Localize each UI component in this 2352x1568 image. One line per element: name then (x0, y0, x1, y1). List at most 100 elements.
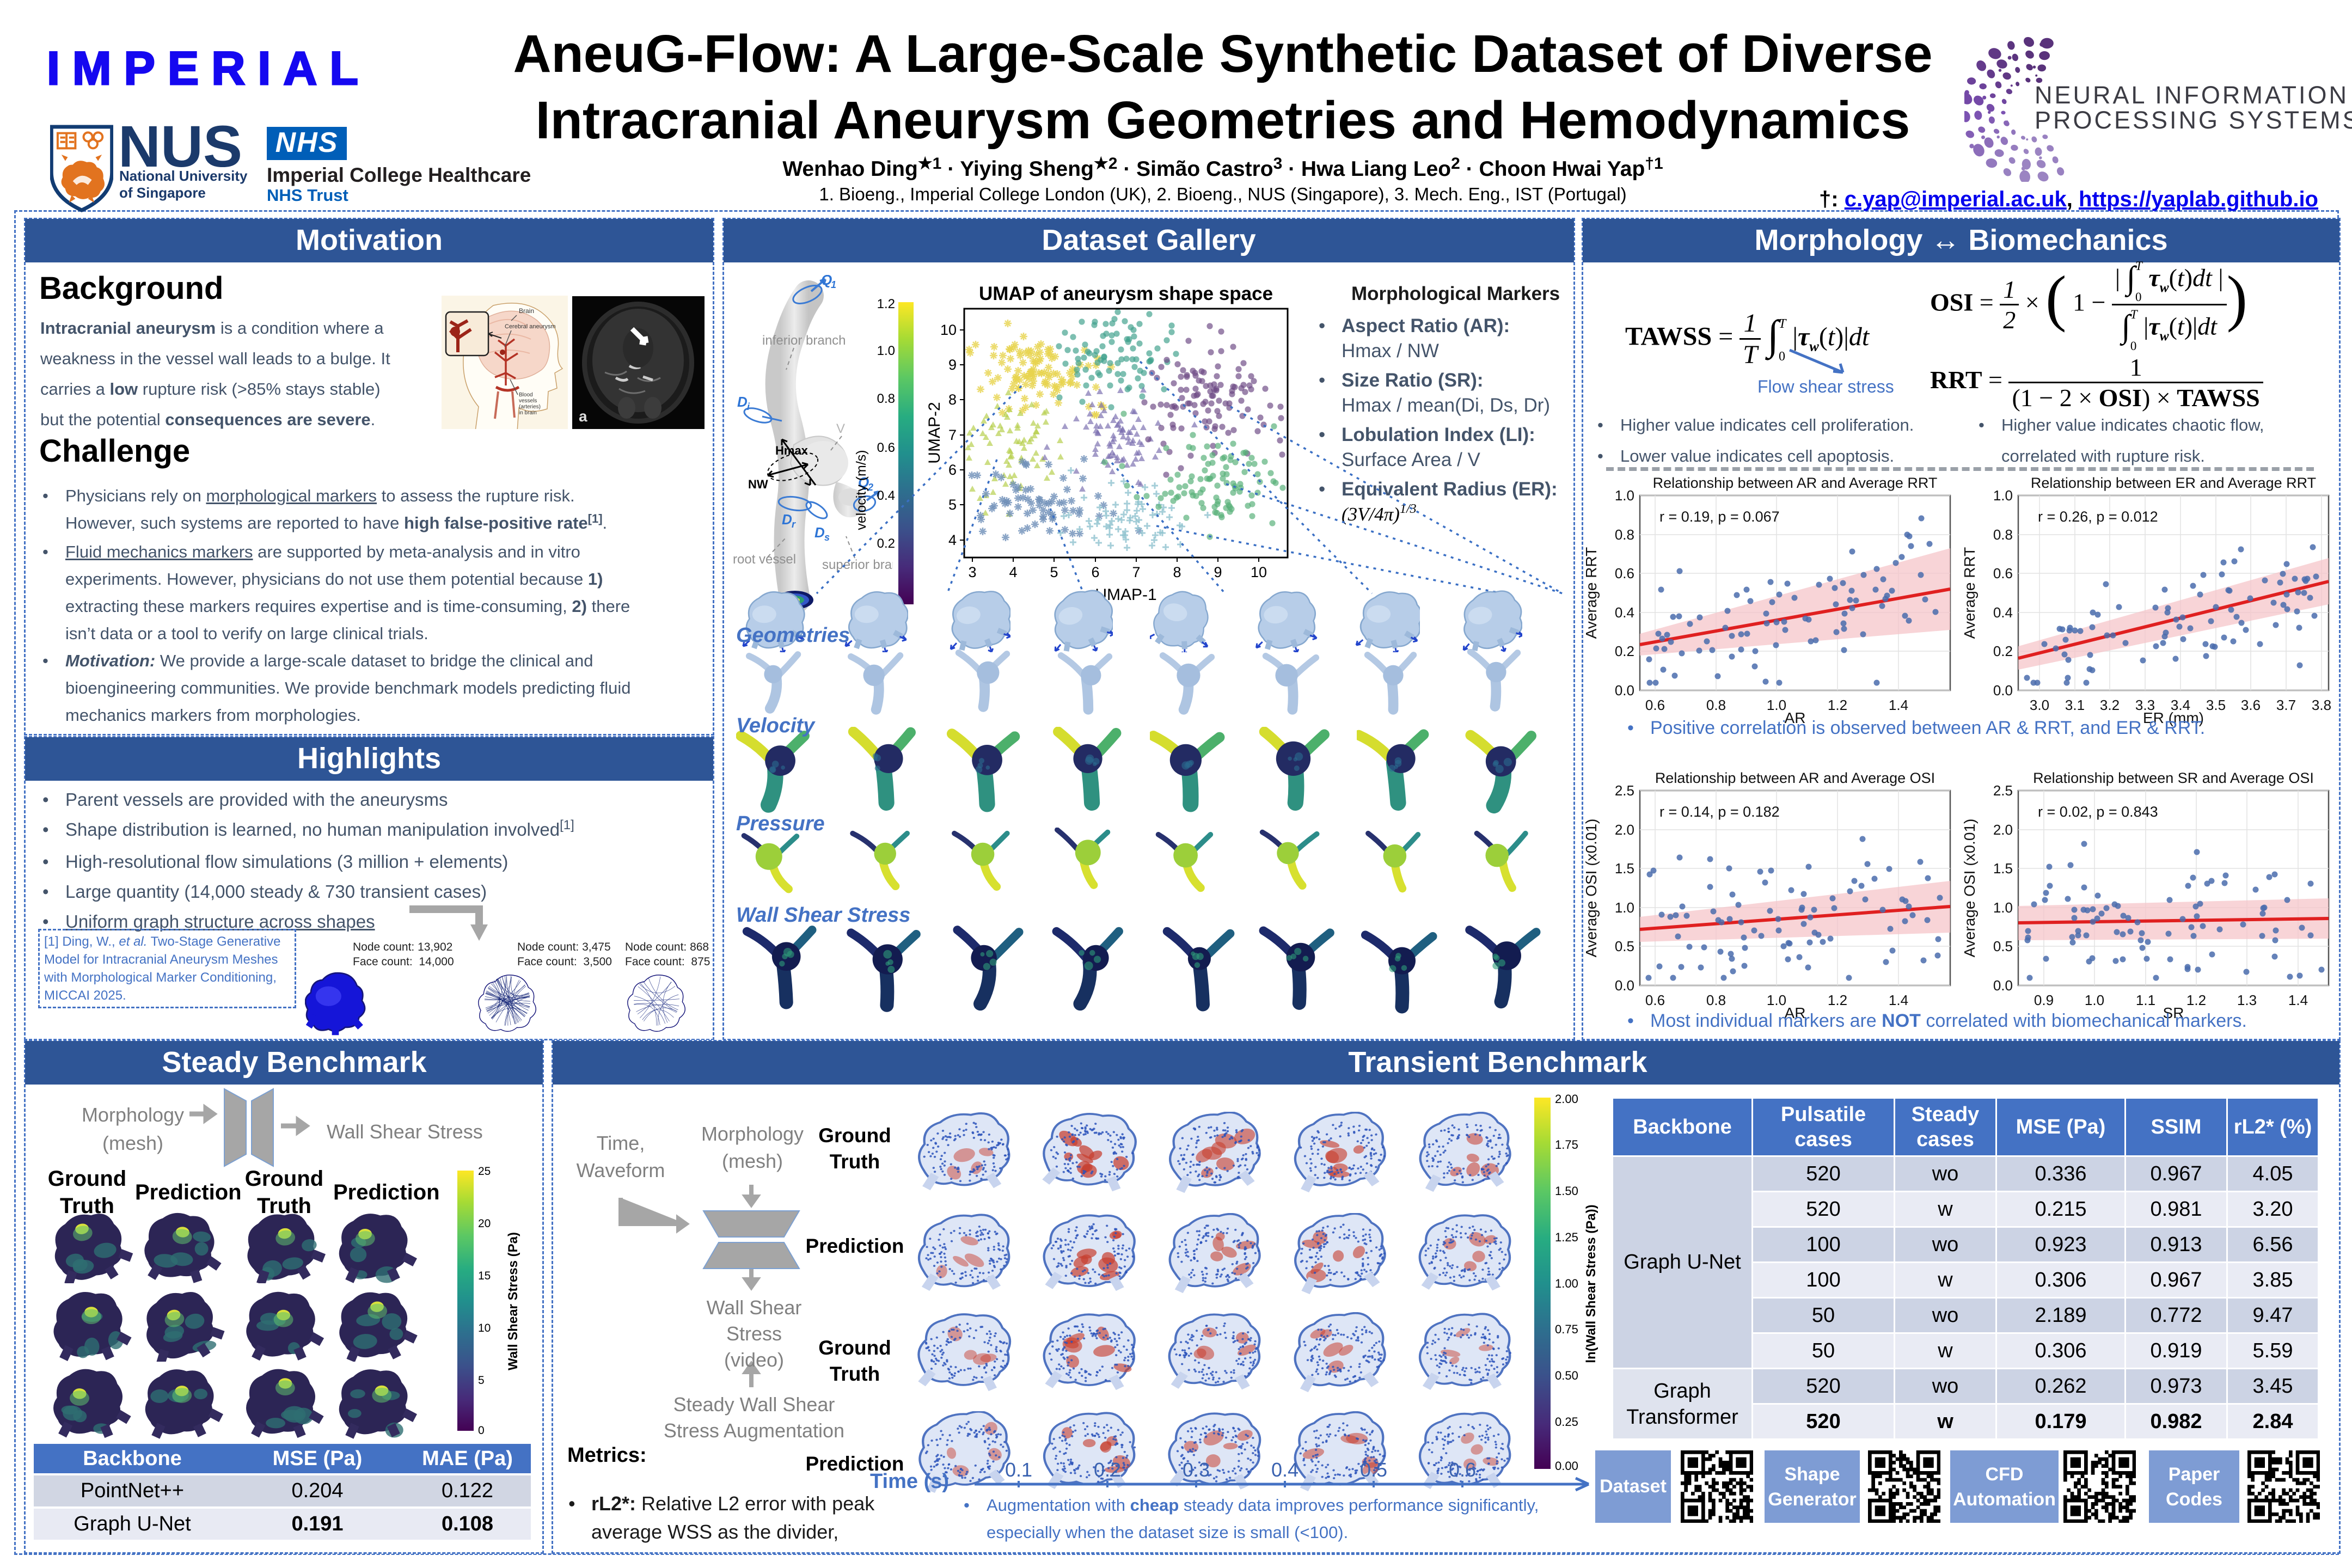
svg-text:3.2: 3.2 (2100, 697, 2120, 713)
svg-text:1.1: 1.1 (2136, 992, 2155, 1008)
svg-text:1.0: 1.0 (1767, 697, 1786, 713)
svg-text:D: D (782, 511, 792, 528)
svg-text:UMAP-2: UMAP-2 (926, 402, 944, 463)
svg-text:vessels: vessels (519, 398, 537, 404)
svg-text:8: 8 (948, 391, 957, 408)
svg-text:10: 10 (940, 322, 957, 338)
svg-text:SR: SR (2163, 1004, 2184, 1021)
svg-text:0.8: 0.8 (1615, 526, 1634, 543)
svg-text:0.0: 0.0 (1993, 977, 2013, 994)
svg-text:root vessel: root vessel (733, 552, 796, 567)
svg-text:3.3: 3.3 (2135, 697, 2155, 713)
svg-text:1.2: 1.2 (2186, 992, 2206, 1008)
svg-text:ln(Wall Shear Stress (Pa)): ln(Wall Shear Stress (Pa)) (1584, 1204, 1598, 1363)
svg-text:1.75: 1.75 (1555, 1138, 1578, 1152)
svg-text:D: D (737, 394, 748, 410)
svg-text:0.1: 0.1 (1005, 1462, 1032, 1481)
svg-text:Cerebral aneurysm: Cerebral aneurysm (505, 323, 556, 330)
svg-text:2.5: 2.5 (1615, 782, 1634, 799)
svg-text:1.00: 1.00 (1555, 1277, 1578, 1290)
svg-text:0.3: 0.3 (1183, 1462, 1210, 1481)
svg-text:0.2: 0.2 (1615, 643, 1634, 659)
svg-text:0.5: 0.5 (1360, 1462, 1387, 1481)
svg-text:0.25: 0.25 (1555, 1415, 1578, 1429)
svg-text:NW: NW (748, 477, 768, 491)
svg-text:3.0: 3.0 (2030, 697, 2049, 713)
svg-text:7: 7 (948, 427, 957, 443)
svg-text:0.6: 0.6 (1449, 1462, 1476, 1481)
svg-text:0.8: 0.8 (1706, 992, 1726, 1008)
svg-text:Relationship between SR and Av: Relationship between SR and Average OSI (2033, 770, 2314, 786)
svg-text:0.6: 0.6 (1645, 697, 1665, 713)
svg-text:7: 7 (1132, 564, 1140, 580)
svg-text:Q: Q (858, 474, 869, 491)
svg-text:i: i (747, 401, 750, 412)
svg-text:10: 10 (1251, 564, 1267, 580)
svg-text:0.4: 0.4 (1993, 604, 2013, 621)
svg-text:3.4: 3.4 (2171, 697, 2190, 713)
svg-text:0.4: 0.4 (877, 488, 895, 503)
svg-text:0.9: 0.9 (2034, 992, 2054, 1008)
svg-text:AR: AR (1785, 1004, 1806, 1021)
svg-text:5: 5 (948, 497, 957, 513)
svg-text:Relationship between ER and Av: Relationship between ER and Average RRT (2031, 475, 2316, 491)
svg-text:3: 3 (968, 564, 976, 580)
svg-text:15: 15 (478, 1270, 491, 1282)
svg-text:0.00: 0.00 (1555, 1459, 1578, 1473)
svg-text:1.0: 1.0 (1993, 899, 2013, 916)
svg-text:0.75: 0.75 (1555, 1322, 1578, 1336)
svg-text:0.6: 0.6 (1645, 992, 1665, 1008)
svg-text:superior branch: superior branch (822, 558, 893, 572)
svg-text:25: 25 (478, 1165, 491, 1178)
svg-text:Brain: Brain (519, 307, 534, 315)
svg-text:V: V (836, 421, 845, 436)
svg-text:1.4: 1.4 (1889, 992, 1908, 1008)
svg-text:(arteries): (arteries) (519, 404, 541, 410)
svg-text:0.8: 0.8 (1706, 697, 1726, 713)
svg-text:9: 9 (948, 357, 957, 373)
svg-text:1.3: 1.3 (2237, 992, 2257, 1008)
svg-text:4: 4 (1009, 564, 1017, 580)
svg-text:1.2: 1.2 (1828, 992, 1847, 1008)
svg-text:1.4: 1.4 (2288, 992, 2308, 1008)
svg-text:0.0: 0.0 (1615, 682, 1634, 699)
svg-text:4: 4 (948, 532, 957, 548)
svg-text:1.25: 1.25 (1555, 1230, 1578, 1244)
svg-text:1.0: 1.0 (2085, 992, 2104, 1008)
svg-text:r = 0.14, p = 0.182: r = 0.14, p = 0.182 (1659, 804, 1780, 820)
svg-text:0.6: 0.6 (1615, 565, 1634, 581)
svg-text:Relationship between AR and Av: Relationship between AR and Average RRT (1653, 475, 1938, 491)
svg-text:s: s (824, 532, 830, 543)
svg-text:0.2: 0.2 (1094, 1462, 1121, 1481)
svg-text:Relationship between AR and Av: Relationship between AR and Average OSI (1655, 770, 1935, 786)
svg-text:1.5: 1.5 (1615, 860, 1634, 877)
svg-text:r = 0.19, p = 0.067: r = 0.19, p = 0.067 (1659, 509, 1780, 525)
svg-text:Q: Q (821, 275, 832, 288)
svg-text:1.2: 1.2 (1828, 697, 1847, 713)
svg-text:10: 10 (478, 1322, 491, 1334)
svg-text:1.4: 1.4 (1889, 697, 1908, 713)
svg-text:Average RRT: Average RRT (1583, 547, 1600, 639)
svg-text:0.0: 0.0 (1993, 682, 2013, 699)
svg-text:0.8: 0.8 (1993, 526, 2013, 543)
svg-text:1.0: 1.0 (1615, 487, 1634, 504)
svg-text:D: D (814, 524, 825, 541)
svg-text:0.6: 0.6 (1993, 565, 2013, 581)
svg-text:a: a (579, 408, 587, 425)
svg-text:3.1: 3.1 (2065, 697, 2085, 713)
svg-text:0.50: 0.50 (1555, 1369, 1578, 1382)
svg-text:20: 20 (478, 1217, 491, 1230)
svg-text:0.5: 0.5 (1993, 938, 2013, 954)
svg-text:0.8: 0.8 (877, 391, 895, 406)
svg-text:1.0: 1.0 (1615, 899, 1634, 916)
svg-text:1.5: 1.5 (1993, 860, 2013, 877)
svg-text:2.00: 2.00 (1555, 1093, 1578, 1106)
svg-text:Average OSI (x0.01): Average OSI (x0.01) (1583, 819, 1600, 958)
svg-text:in brain: in brain (519, 410, 537, 416)
svg-text:0: 0 (478, 1424, 485, 1437)
svg-text:0.4: 0.4 (1271, 1462, 1298, 1481)
svg-text:5: 5 (478, 1374, 485, 1387)
svg-text:r = 0.26, p = 0.012: r = 0.26, p = 0.012 (2038, 509, 2158, 525)
svg-text:Average RRT: Average RRT (1961, 547, 1978, 639)
svg-text:3.6: 3.6 (2241, 697, 2261, 713)
